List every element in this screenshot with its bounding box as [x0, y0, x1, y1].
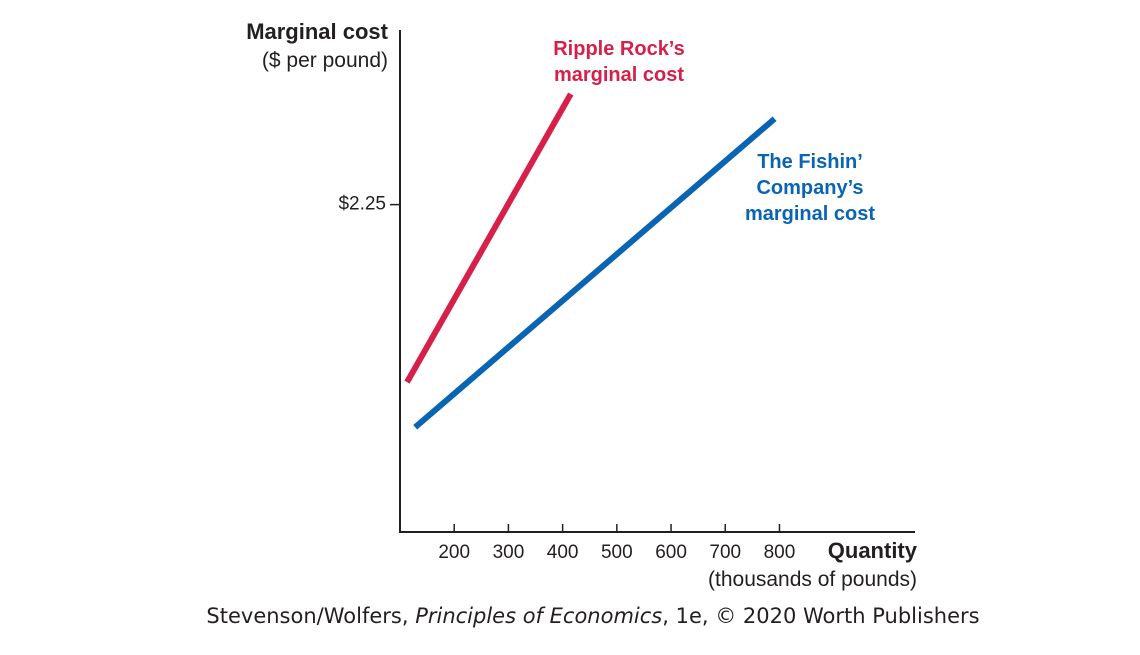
x-tick-label: 700 [709, 542, 741, 563]
x-tick-label: 800 [764, 542, 796, 563]
y-axis-label: Marginal cost ($ per pound) [246, 18, 388, 75]
source-book: Principles of Economics [415, 604, 663, 628]
x-label-title: Quantity [827, 538, 917, 563]
y-label-title: Marginal cost [246, 19, 388, 44]
x-tick-label: 600 [655, 542, 687, 563]
x-tick-label: 500 [601, 542, 633, 563]
series-label: Ripple Rock’s marginal cost [553, 38, 685, 86]
series-label: The Fishin’ Company’s marginal cost [744, 151, 876, 225]
y-label-unit: ($ per pound) [261, 49, 388, 72]
y-tick-label: $2.25 [338, 194, 386, 215]
series-line [413, 116, 777, 430]
source: Stevenson/Wolfers, Principles of Economi… [0, 604, 1140, 628]
x-axis-label: Quantity (thousands of pounds) [708, 537, 917, 594]
x-tick-label: 400 [547, 542, 579, 563]
series-line [404, 92, 574, 384]
x-tick-label: 300 [493, 542, 525, 563]
x-tick-label: 200 [438, 542, 470, 563]
x-label-unit: (thousands of pounds) [708, 568, 917, 591]
source-text: Stevenson/Wolfers, [206, 604, 416, 628]
source-text: , 1e, © 2020 Worth Publishers [662, 604, 980, 628]
